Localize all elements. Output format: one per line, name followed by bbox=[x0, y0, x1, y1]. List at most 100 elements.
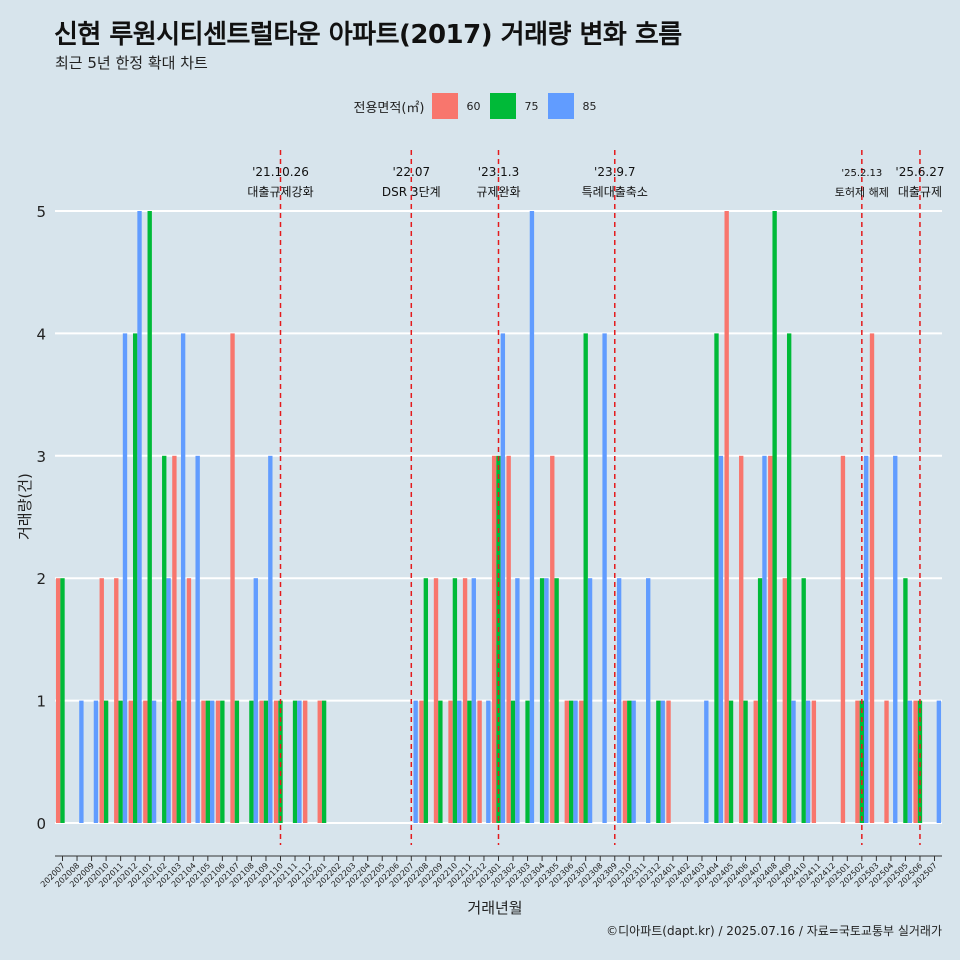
bar-60-202107 bbox=[230, 333, 235, 823]
bar-60-202302 bbox=[506, 455, 511, 823]
bar-75-202210 bbox=[452, 578, 458, 823]
bar-75-202302 bbox=[510, 700, 516, 823]
bar-60-202007 bbox=[55, 578, 61, 823]
y-tick-label-1: 1 bbox=[36, 693, 46, 711]
chart-title: 신현 루원시티센트럴타운 아파트(2017) 거래량 변화 흐름 bbox=[54, 20, 682, 50]
bar-75-202405 bbox=[728, 700, 734, 823]
bar-60-202105 bbox=[201, 700, 206, 823]
bar-85-202311 bbox=[646, 578, 651, 823]
bar-75-202306 bbox=[568, 700, 574, 823]
bar-60-202011 bbox=[114, 578, 119, 823]
bar-60-202010 bbox=[99, 578, 104, 823]
chart-subtitle: 최근 5년 한정 확대 차트 bbox=[55, 54, 208, 72]
legend-label-60: 60 bbox=[466, 99, 481, 113]
bar-75-202201 bbox=[321, 700, 327, 823]
bar-85-202407 bbox=[762, 455, 767, 823]
bar-60-202211 bbox=[462, 578, 468, 823]
bar-60-202208 bbox=[419, 700, 424, 823]
source-caption: ©디아파트(dapt.kr) / 2025.07.16 / 자료=국토교통부 실… bbox=[606, 924, 942, 938]
annotation-date-4: '25.2.13 bbox=[841, 168, 882, 179]
bar-85-202111 bbox=[297, 700, 302, 823]
bar-85-202012 bbox=[137, 211, 142, 823]
bar-85-202505 bbox=[907, 700, 912, 823]
bar-75-202304 bbox=[539, 578, 545, 823]
annotation-label-1: DSR 3단계 bbox=[382, 185, 441, 199]
bar-85-202304 bbox=[544, 578, 549, 823]
bar-60-202012 bbox=[128, 700, 133, 823]
bar-85-202303 bbox=[529, 211, 535, 823]
bar-60-202411 bbox=[811, 700, 817, 823]
bar-75-202108 bbox=[249, 700, 254, 823]
legend-item-60: 60 bbox=[432, 93, 480, 119]
bar-60-202306 bbox=[564, 700, 569, 823]
bar-60-202307 bbox=[579, 700, 584, 823]
annotation-label-4: 토허제 해제 bbox=[835, 185, 889, 199]
bar-85-202306 bbox=[573, 700, 578, 823]
bar-85-202009 bbox=[93, 700, 99, 823]
bar-75-202007 bbox=[60, 578, 65, 823]
bar-60-202401 bbox=[666, 700, 671, 823]
bar-85-202307 bbox=[587, 578, 593, 823]
legend-swatch-60 bbox=[432, 93, 459, 119]
bar-85-202101 bbox=[151, 700, 157, 823]
bar-85-202302 bbox=[515, 578, 520, 823]
bar-75-202303 bbox=[525, 700, 530, 823]
bar-75-202410 bbox=[801, 578, 806, 823]
bar-85-202207 bbox=[413, 700, 418, 823]
bar-60-202301 bbox=[491, 455, 497, 823]
bar-75-202101 bbox=[147, 211, 152, 823]
bar-85-202507 bbox=[936, 700, 942, 823]
bar-60-202501 bbox=[840, 455, 846, 823]
bar-60-202506 bbox=[913, 700, 918, 823]
bar-75-202103 bbox=[176, 700, 181, 823]
bar-60-202409 bbox=[782, 578, 787, 823]
bar-75-202409 bbox=[786, 333, 792, 823]
bar-60-202103 bbox=[172, 455, 177, 823]
bar-85-202104 bbox=[195, 455, 200, 823]
annotation-label-3: 특례대출축소 bbox=[582, 185, 648, 199]
bar-75-202407 bbox=[757, 578, 763, 823]
bar-75-202102 bbox=[162, 455, 167, 823]
bar-60-202209 bbox=[433, 578, 439, 823]
bar-60-202406 bbox=[739, 455, 744, 823]
bar-75-202506 bbox=[917, 700, 923, 823]
bar-75-202209 bbox=[438, 700, 443, 823]
bar-75-202111 bbox=[292, 700, 298, 823]
bar-85-202310 bbox=[631, 700, 636, 823]
bar-60-202110 bbox=[273, 700, 279, 823]
y-tick-label-2: 2 bbox=[36, 570, 46, 588]
bar-75-202107 bbox=[234, 700, 240, 823]
bar-85-202211 bbox=[471, 578, 476, 823]
legend-item-75: 75 bbox=[490, 93, 538, 119]
bar-85-202502 bbox=[864, 455, 869, 823]
bar-60-202106 bbox=[215, 700, 221, 823]
bar-60-202210 bbox=[448, 700, 453, 823]
annotation-date-3: '23.9.7 bbox=[594, 165, 635, 179]
bar-60-202212 bbox=[477, 700, 482, 823]
bar-75-202109 bbox=[263, 700, 269, 823]
bar-85-202308 bbox=[602, 333, 607, 823]
bar-75-202012 bbox=[132, 333, 138, 823]
annotation-date-2: '23.1.3 bbox=[478, 165, 519, 179]
bar-85-202108 bbox=[253, 578, 258, 823]
bar-75-202208 bbox=[423, 578, 429, 823]
bar-60-202305 bbox=[550, 455, 555, 823]
bar-60-202109 bbox=[259, 700, 264, 823]
bar-60-202407 bbox=[753, 700, 758, 823]
y-tick-label-0: 0 bbox=[36, 815, 46, 833]
bar-60-202504 bbox=[884, 700, 889, 823]
bar-85-202109 bbox=[268, 455, 273, 823]
bar-85-202404 bbox=[718, 455, 724, 823]
bar-75-202408 bbox=[772, 211, 777, 823]
bar-85-202504 bbox=[893, 455, 898, 823]
bar-85-202409 bbox=[791, 700, 796, 823]
bar-75-202404 bbox=[714, 333, 719, 823]
bar-60-202112 bbox=[303, 700, 308, 823]
bar-75-202010 bbox=[103, 700, 109, 823]
bar-60-202104 bbox=[186, 578, 192, 823]
bar-85-202301 bbox=[500, 333, 506, 823]
bar-60-202405 bbox=[724, 211, 729, 823]
annotation-label-2: 규제완화 bbox=[476, 185, 520, 199]
bar-75-202011 bbox=[118, 700, 123, 823]
